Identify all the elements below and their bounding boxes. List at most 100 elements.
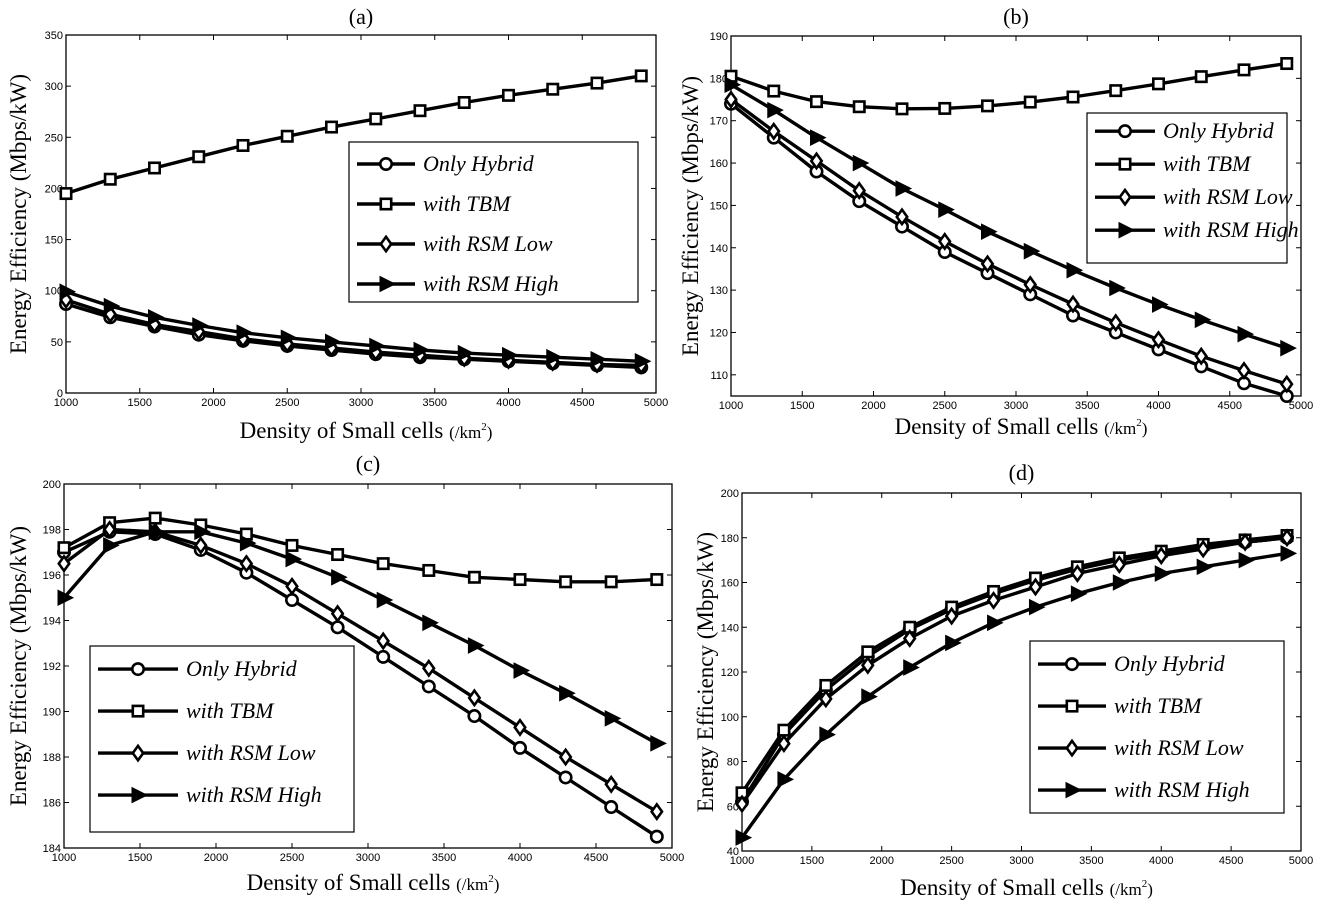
data-point-triangle-right (559, 684, 576, 702)
data-point-square (1109, 84, 1123, 98)
data-point-triangle-right (1109, 279, 1126, 297)
data-point-square (236, 138, 250, 152)
series-diamond (735, 528, 1294, 814)
x-tick-label: 3000 (349, 397, 373, 409)
legend-marker-diamond (131, 743, 145, 763)
series-line-diamond (65, 298, 642, 368)
panel-title: (c) (356, 451, 380, 476)
x-axis-unit: (/km (449, 423, 481, 442)
data-point-diamond (102, 520, 117, 539)
y-axis-label: Energy Efficiency (Mbps/kW) (678, 76, 703, 356)
data-point-triangle-right (546, 348, 563, 366)
y-tick-label: 192 (43, 661, 61, 673)
data-point-square (809, 95, 823, 109)
data-point-triangle-right (513, 662, 531, 679)
x-tick-label: 4500 (584, 852, 608, 864)
data-point-square (501, 88, 515, 102)
data-point-triangle-right (194, 523, 211, 541)
panel-4: (d) 1000 1500 2000 2500 3000 3500 4000 4500 5000 4… (693, 460, 1313, 900)
series-line-circle (729, 102, 1288, 398)
legend-label: Only Hybrid (186, 656, 298, 681)
data-point-diamond (1070, 564, 1085, 583)
panel-1: (a) 1000 1500 2000 2500 3000 3500 4000 4500 5000 0… (6, 4, 668, 443)
legend-marker-triangle-right (379, 275, 397, 293)
x-tick-label: 2500 (280, 852, 304, 864)
x-tick-label: 4000 (508, 852, 532, 864)
x-tick-label: 2500 (275, 397, 299, 409)
data-point-circle (330, 620, 345, 635)
data-point-triangle-right (945, 634, 962, 652)
data-point-diamond (1279, 374, 1294, 394)
y-tick-label: 194 (43, 616, 61, 628)
y-axis-label: Energy Efficiency (Mbps/kW) (693, 532, 718, 812)
y-tick-label: 350 (45, 30, 63, 42)
data-point-square (59, 187, 73, 201)
legend-box (1086, 112, 1288, 264)
data-point-square (285, 538, 299, 552)
data-point-diamond (1194, 346, 1209, 366)
series-line-square (63, 516, 657, 584)
data-point-square (980, 99, 994, 113)
data-point-square (895, 102, 909, 116)
x-tick-label: 3000 (1009, 855, 1033, 867)
x-tick-label: 1000 (52, 852, 76, 864)
data-point-diamond (777, 734, 791, 754)
data-point-triangle-right (103, 297, 121, 315)
series-line-triangle-right (730, 83, 1288, 350)
y-tick-label: 140 (710, 243, 728, 255)
data-point-square (324, 120, 338, 134)
y-tick-label: 140 (721, 622, 739, 634)
data-point-triangle-right (1028, 598, 1046, 616)
data-point-square (1023, 95, 1037, 109)
x-tick-label: 5000 (644, 397, 668, 409)
data-point-triangle-right (1196, 558, 1214, 576)
data-point-triangle-right (457, 344, 475, 362)
data-point-diamond (1154, 546, 1169, 566)
x-tick-label: 1500 (128, 852, 152, 864)
data-point-circle (421, 679, 436, 694)
legend: Only Hybrid with TBM with RSM Low with RSM … (89, 645, 355, 833)
series-triangle-right (57, 523, 667, 752)
data-point-triangle-right (192, 317, 209, 334)
data-point-circle (558, 770, 573, 785)
data-point-square (1237, 63, 1251, 77)
y-tick-label: 188 (43, 752, 61, 764)
panel-3: (c) 1000 1500 2000 2500 3000 3500 4000 4500 5000 1… (6, 451, 684, 895)
x-axis-unit: (/km (1104, 419, 1136, 438)
legend-label: with TBM (1114, 693, 1203, 718)
y-tick-label: 170 (710, 116, 728, 128)
legend-marker-diamond (379, 234, 393, 254)
y-tick-label: 150 (710, 200, 728, 212)
y-tick-label: 200 (45, 183, 63, 195)
y-tick-label: 80 (727, 757, 739, 769)
y-tick-label: 40 (727, 846, 739, 858)
x-tick-label: 3500 (1075, 400, 1099, 412)
data-point-square (331, 548, 345, 562)
data-point-diamond (376, 631, 391, 651)
data-point-diamond (1023, 275, 1038, 295)
data-point-square (457, 96, 471, 110)
x-axis-label: Density of Small cells (/km2) (895, 414, 1148, 439)
x-tick-label: 1500 (790, 400, 814, 412)
y-tick-label: 198 (43, 525, 61, 537)
y-tick-label: 160 (721, 578, 739, 590)
data-point-square (513, 573, 527, 587)
y-tick-label: 160 (710, 158, 728, 170)
data-point-square (604, 575, 618, 589)
data-point-triangle-right (1280, 545, 1298, 562)
y-tick-label: 250 (45, 132, 63, 144)
data-point-square (852, 100, 866, 114)
x-axis-unit: (/km (456, 875, 488, 894)
data-point-triangle-right (809, 129, 827, 146)
series-triangle-right (724, 76, 1297, 357)
data-point-square (57, 541, 71, 555)
legend-marker-circle (131, 662, 146, 677)
panel-title: (a) (349, 4, 373, 29)
data-point-square (559, 575, 573, 589)
legend-label: with RSM High (1114, 777, 1250, 802)
data-point-diamond (1280, 528, 1294, 548)
data-point-diamond (57, 554, 71, 574)
panel-title: (b) (1003, 4, 1029, 29)
data-point-diamond (1066, 294, 1080, 314)
